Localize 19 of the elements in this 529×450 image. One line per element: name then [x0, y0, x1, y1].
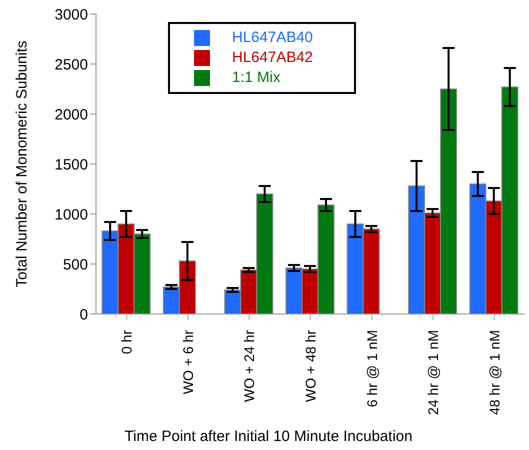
y-tick-label: 3000	[54, 6, 88, 24]
x-tick-label: 6 hr @ 1 nM	[364, 330, 380, 408]
y-tick-label: 2500	[54, 56, 88, 74]
x-tick-label: WO + 6 hr	[180, 330, 196, 394]
x-tick-label: 48 hr @ 1 nM	[486, 330, 502, 416]
x-tick-label: 0 hr	[118, 330, 135, 354]
y-axis-title: Total Number of Monomeric Subunits	[13, 40, 30, 288]
legend-label: HL647AB40	[232, 28, 313, 48]
y-tick-label: 2000	[54, 106, 88, 124]
y-tick-label: 1000	[54, 206, 88, 224]
x-tick-label: WO + 24 hr	[241, 330, 258, 402]
legend-label: HL647AB42	[232, 48, 313, 68]
x-tick-label: 24 hr @ 1 nM	[425, 330, 442, 416]
y-tick-label: 0	[80, 306, 88, 324]
legend-label: 1:1 Mix	[232, 68, 280, 88]
y-tick-label: 500	[62, 256, 88, 274]
x-tick-label: WO + 48 hr	[302, 330, 318, 402]
y-tick-label: 1500	[54, 156, 88, 174]
x-axis-title: Time Point after Initial 10 Minute Incubation	[124, 428, 414, 445]
